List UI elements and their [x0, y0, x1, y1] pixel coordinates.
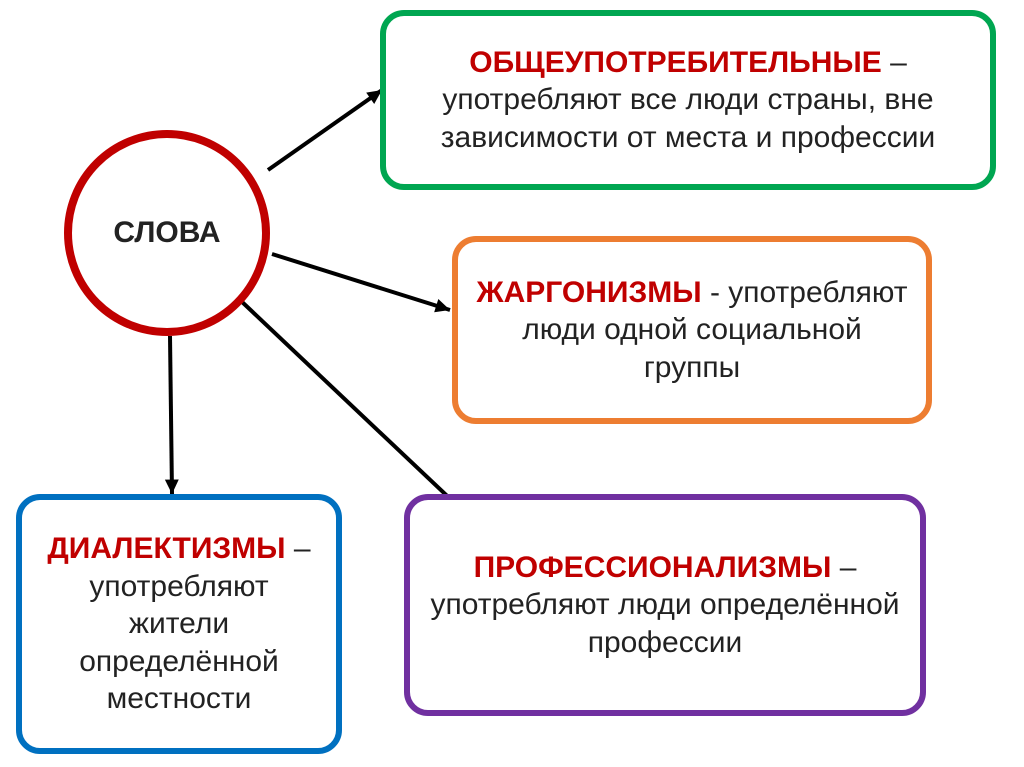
box-prof: ПРОФЕССИОНАЛИЗМЫ – употребляют люди опре…	[404, 494, 926, 716]
box-text-common: ОБЩЕУПОТРЕБИТЕЛЬНЫЕ – употребляют все лю…	[404, 44, 972, 157]
box-desc-dialect: употребляют жители определённой местност…	[79, 570, 279, 716]
box-desc-prof: употребляют люди определённой профессии	[430, 588, 899, 659]
arrow	[240, 300, 462, 510]
arrow	[268, 90, 382, 170]
box-title-dialect: ДИАЛЕКТИЗМЫ	[47, 532, 285, 565]
arrow	[165, 336, 179, 494]
box-dialect: ДИАЛЕКТИЗМЫ – употребляют жители определ…	[16, 494, 342, 754]
box-sep-common: –	[882, 46, 907, 79]
box-title-common: ОБЩЕУПОТРЕБИТЕЛЬНЫЕ	[469, 46, 882, 79]
box-title-prof: ПРОФЕССИОНАЛИЗМЫ	[474, 551, 832, 584]
arrow	[272, 254, 450, 312]
box-jargon: ЖАРГОНИЗМЫ - употребляют люди одной соци…	[452, 236, 932, 424]
box-sep-jargon: -	[702, 276, 729, 309]
center-label: СЛОВА	[113, 216, 220, 250]
box-text-prof: ПРОФЕССИОНАЛИЗМЫ – употребляют люди опре…	[428, 549, 902, 662]
box-sep-prof: –	[831, 551, 856, 584]
diagram-canvas: СЛОВА ОБЩЕУПОТРЕБИТЕЛЬНЫЕ – употребляют …	[0, 0, 1024, 767]
box-text-dialect: ДИАЛЕКТИЗМЫ – употребляют жители определ…	[40, 530, 318, 718]
box-sep-dialect: –	[286, 532, 311, 565]
box-text-jargon: ЖАРГОНИЗМЫ - употребляют люди одной соци…	[476, 274, 908, 387]
box-title-jargon: ЖАРГОНИЗМЫ	[476, 276, 701, 309]
box-common: ОБЩЕУПОТРЕБИТЕЛЬНЫЕ – употребляют все лю…	[380, 10, 996, 190]
box-desc-common: употребляют все люди страны, вне зависим…	[441, 83, 935, 154]
center-node: СЛОВА	[64, 130, 270, 336]
